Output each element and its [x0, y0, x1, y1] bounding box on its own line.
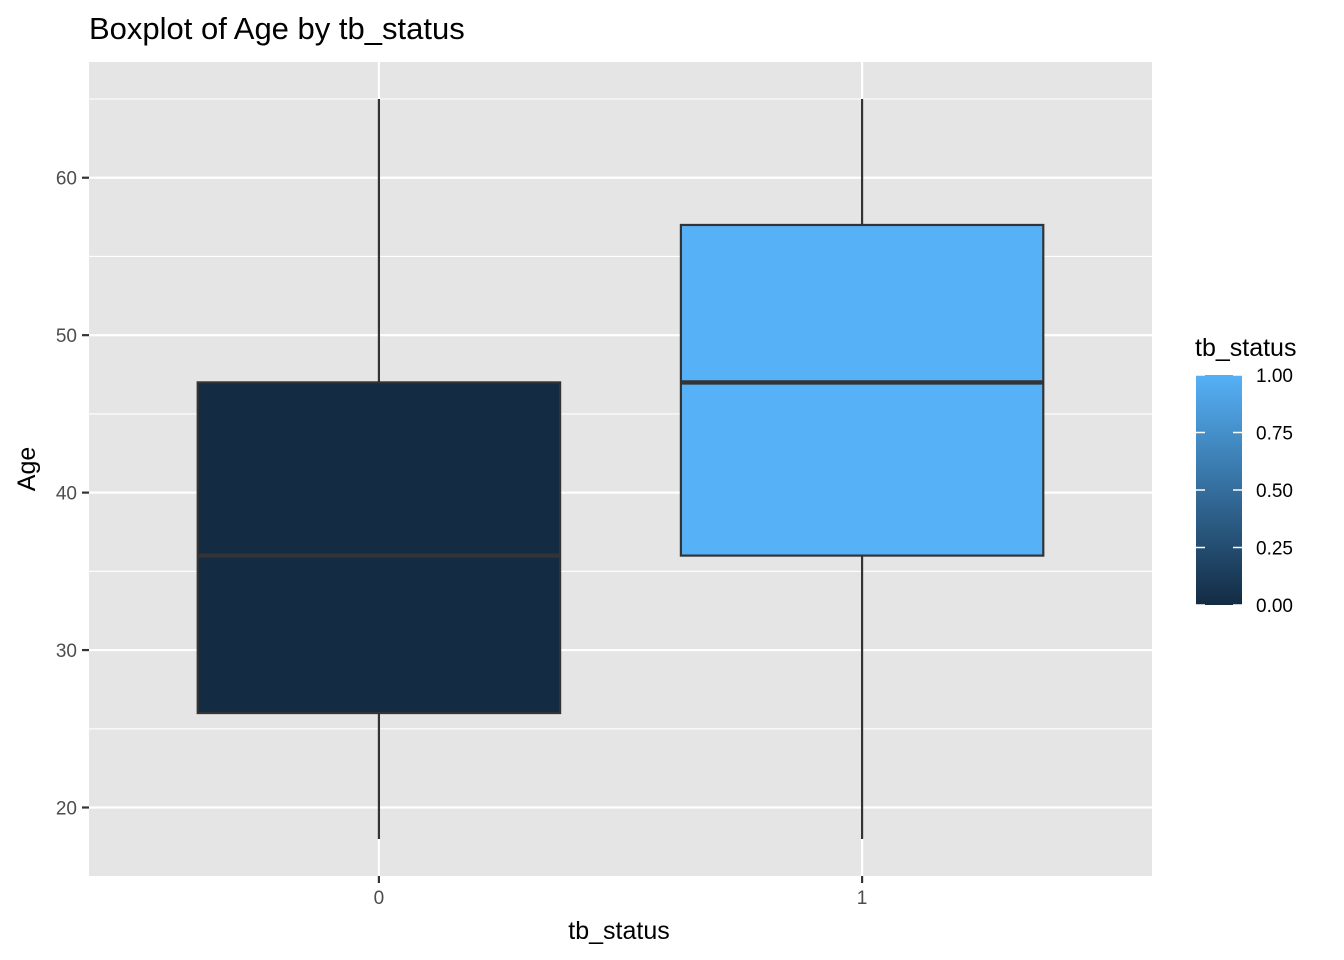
- x-axis-title: tb_status: [568, 917, 669, 945]
- box-group-0: [196, 99, 562, 839]
- legend-label: 0.00: [1256, 596, 1293, 617]
- y-tick-label: 40: [56, 484, 77, 505]
- legend-label: 0.25: [1256, 539, 1293, 560]
- y-tick-label: 60: [56, 169, 77, 190]
- box-iqr: [679, 223, 1045, 557]
- y-axis: 20 30 40 50 60: [56, 169, 89, 820]
- x-tick-label: 1: [857, 888, 868, 909]
- chart-title: Boxplot of Age by tb_status: [89, 11, 465, 46]
- y-axis-title: Age: [13, 447, 41, 491]
- legend-ticks: 0.00 0.25 0.50 0.75 1.00: [1196, 366, 1293, 617]
- legend-label: 0.75: [1256, 424, 1293, 445]
- y-tick-label: 50: [56, 326, 77, 347]
- x-tick-label: 0: [374, 888, 385, 909]
- legend-title: tb_status: [1195, 334, 1296, 362]
- y-tick-label: 30: [56, 641, 77, 662]
- legend-label: 1.00: [1256, 366, 1293, 387]
- legend-label: 0.50: [1256, 481, 1293, 502]
- box-group-1: [679, 99, 1045, 839]
- boxes-layer: [196, 99, 1045, 839]
- box-iqr: [196, 381, 562, 715]
- legend: tb_status 0.00 0.25 0.50 0.75 1.00: [1195, 334, 1296, 617]
- y-tick-label: 20: [56, 799, 77, 820]
